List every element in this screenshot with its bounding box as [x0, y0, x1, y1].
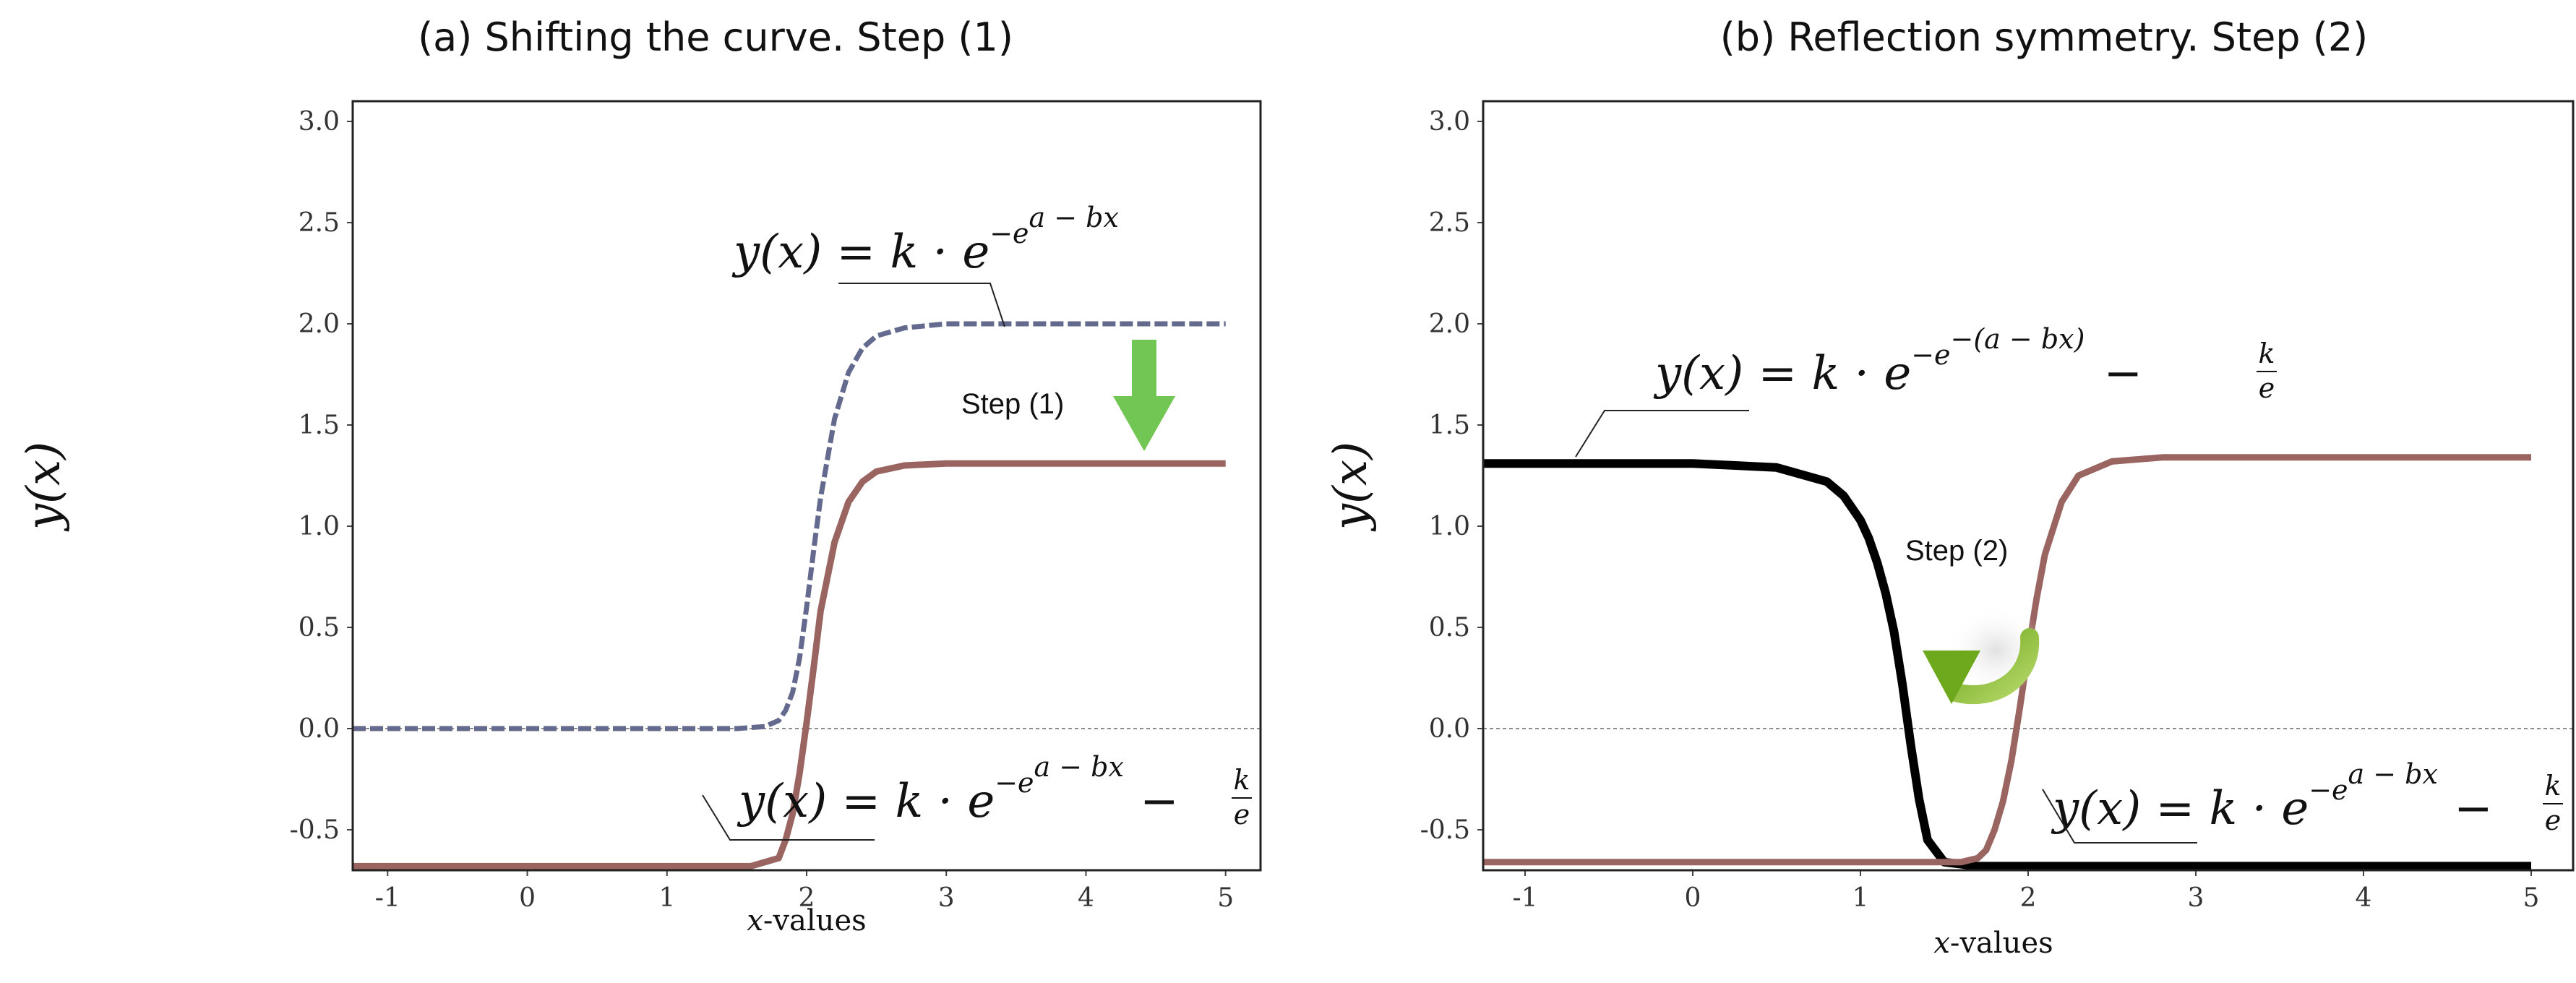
panel-b-ytick-label: 0.0	[1429, 714, 1470, 744]
panel-b-eq-top: y(x) = k · e−e−(a − bx)−	[1653, 323, 2142, 400]
panel-a-ytick-label: 1.5	[299, 411, 340, 440]
panel-a-xtick-label: 2	[799, 883, 815, 913]
panel-b-eq-top-exp2: −(a − bx)	[1951, 323, 2085, 355]
panel-b-eq-top-frac-den: e	[2259, 372, 2275, 404]
panel-b-xtick-label: 4	[2356, 883, 2372, 913]
panel-b-xtick-label: 2	[2020, 883, 2037, 913]
panel-a-eq-bottom-frac-den: e	[1234, 799, 1250, 830]
panel-a-series-2	[353, 460, 1226, 870]
panel-a-eq-bottom: y(x) = k · e−ea − bx−	[737, 751, 1179, 828]
panel-b-xlabel-rest: -values	[1950, 927, 2053, 960]
panel-b-eq-bottom: y(x) = k · e−ea − bx−	[2051, 758, 2493, 836]
panel-b: (b) Reflection symmetry. Step (2) -0.5 0.…	[1324, 14, 2575, 960]
panel-b-step-label: Step (2)	[1905, 535, 2008, 567]
panel-a-xlabel: x-values	[747, 904, 866, 937]
panel-a-xtick-label: 4	[1078, 883, 1094, 913]
panel-a-ytick-label: -0.5	[290, 815, 340, 845]
panel-a-step-label: Step (1)	[961, 388, 1064, 420]
panel-a-ytick-label: 0.5	[299, 613, 340, 643]
panel-b-xtick-label: 0	[1685, 883, 1701, 913]
panel-b-ytick-label: 2.5	[1429, 208, 1470, 238]
panel-a-eq-top-leader	[838, 283, 1005, 327]
panel-a-eq-top-base: y(x) = k · e	[731, 226, 989, 279]
panel-a-eq-bottom-frac-num: k	[1233, 764, 1250, 796]
panel-b-frame	[1482, 100, 2575, 872]
step2-arrowhead-icon	[1923, 651, 1980, 704]
panel-a-eq-top-exp: −e	[989, 218, 1029, 249]
panel-b-eq-bottom-frac-den: e	[2545, 804, 2562, 836]
panel-a-xlabel-rest: -values	[763, 904, 867, 937]
panel-b-ylabel: y(x)	[1324, 442, 1378, 532]
panel-a-ytick-label: 0.0	[299, 714, 340, 744]
panel-b-xtick-label: 1	[1852, 883, 1869, 913]
panel-a-ytick-label: 1.0	[299, 512, 340, 541]
panel-b-eq-bottom-exp2: a − bx	[2348, 758, 2438, 790]
panel-b-xlabel: x-values	[1933, 927, 2053, 960]
panel-a-eq-bottom-base: y(x) = k · e	[737, 775, 995, 828]
step1-down-arrow-icon	[1113, 340, 1175, 451]
panel-a-xtick-label: 5	[1217, 883, 1234, 913]
panel-b-ytick-label: 0.5	[1429, 613, 1470, 643]
panel-b-eq-top-tail: −	[2103, 347, 2142, 400]
panel-b-eq-top-frac-num: k	[2258, 338, 2275, 369]
panel-a-ytick-label: 2.5	[299, 208, 340, 238]
panel-b-eq-top-leader	[1575, 410, 1749, 458]
panel-a-eq-bottom-exp: −e	[995, 767, 1034, 799]
panel-a-xtick-label: 0	[519, 883, 536, 913]
panel-b-eq-bottom-frac-num: k	[2544, 770, 2561, 802]
panel-b-xtick-label: -1	[1512, 883, 1537, 913]
panel-b-eq-bottom-leader	[2042, 789, 2197, 844]
panel-a-eq-bottom-exp2: a − bx	[1034, 751, 1124, 783]
panel-a-frame	[351, 100, 1262, 872]
panel-a-axes: -0.5 0.0 0.5 1.0 1.5 2.0 2.5 3.0 -1 0 1 2 3 4 5	[290, 107, 1261, 913]
panel-a-series-1	[353, 321, 1226, 731]
panel-a-ylabel: y(x)	[17, 442, 71, 532]
panel-b-ytick-label: 2.0	[1429, 309, 1470, 339]
panel-b-ytick-label: 1.0	[1429, 512, 1470, 541]
panel-a-xtick-label: 1	[658, 883, 675, 913]
panel-b-eq-bottom-tail: −	[2454, 782, 2493, 836]
panel-a-xlabel-var: x	[747, 904, 763, 937]
panel-a-title: (a) Shifting the curve. Step (1)	[418, 14, 1013, 60]
panel-b-ytick-label: -0.5	[1420, 815, 1470, 845]
panel-b-ytick-label: 3.0	[1429, 107, 1470, 137]
step2-curved-arrow-icon	[1946, 628, 2040, 705]
panel-a: (a) Shifting the curve. Step (1) -0.5 0.0…	[17, 14, 1262, 937]
panel-b-ytick-label: 1.5	[1429, 411, 1470, 440]
panel-b-xtick-label: 3	[2188, 883, 2204, 913]
panel-b-eq-bottom-exp: −e	[2309, 774, 2348, 806]
panel-a-series	[353, 321, 1226, 870]
panel-b-eq-top-base: y(x) = k · e	[1653, 347, 1911, 400]
panel-a-eq-top: y(x) = k · e−ea − bx	[731, 202, 1119, 279]
panel-a-ytick-label: 2.0	[299, 309, 340, 339]
panel-b-xlabel-var: x	[1933, 927, 1950, 960]
panel-a-ytick-label: 3.0	[299, 107, 340, 137]
panel-b-eq-top-exp: −e	[1911, 339, 1950, 371]
panel-b-xtick-label: 5	[2523, 883, 2540, 913]
panel-a-xtick-label: 3	[938, 883, 955, 913]
panel-a-eq-bottom-tail: −	[1140, 775, 1179, 828]
panel-b-title: (b) Reflection symmetry. Step (2)	[1720, 14, 2369, 60]
panel-b-eq-bottom-base: y(x) = k · e	[2051, 782, 2309, 836]
panel-a-eq-top-exp2: a − bx	[1029, 202, 1119, 233]
panel-a-xtick-label: -1	[375, 883, 400, 913]
panel-a-eq-bottom-leader	[702, 794, 875, 841]
panel-b-axes: -0.5 0.0 0.5 1.0 1.5 2.0 2.5 3.0 -1 0 1 2 3 4 5	[1420, 107, 2573, 913]
